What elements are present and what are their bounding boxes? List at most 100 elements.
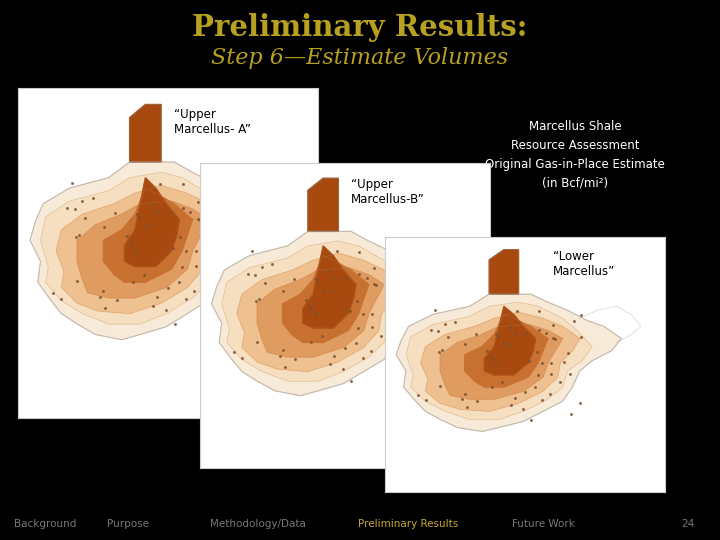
Point — [520, 329, 531, 338]
Point — [55, 294, 67, 303]
Polygon shape — [464, 314, 548, 387]
Point — [210, 261, 222, 270]
Point — [565, 410, 577, 419]
Point — [425, 326, 436, 334]
Point — [442, 333, 454, 342]
Point — [161, 306, 172, 315]
Polygon shape — [396, 294, 621, 431]
Point — [300, 295, 311, 304]
Point — [79, 213, 91, 222]
Point — [575, 398, 586, 407]
Point — [61, 204, 73, 213]
Point — [498, 339, 509, 348]
Point — [111, 295, 122, 304]
Point — [138, 271, 150, 280]
Point — [511, 307, 523, 315]
Polygon shape — [56, 186, 227, 314]
Point — [151, 292, 163, 301]
Point — [304, 301, 315, 310]
Point — [173, 278, 184, 287]
Point — [376, 332, 387, 341]
Point — [559, 357, 570, 366]
Point — [98, 287, 109, 295]
Point — [192, 197, 204, 206]
Point — [125, 238, 137, 247]
Point — [199, 272, 211, 280]
Point — [163, 208, 174, 217]
Text: Marcellus Shale
Resource Assessment
Original Gas-in-Place Estimate
(in Bcf/mi²): Marcellus Shale Resource Assessment Orig… — [485, 120, 665, 190]
Point — [562, 348, 574, 357]
Point — [472, 396, 483, 405]
Point — [181, 295, 192, 303]
Point — [536, 396, 548, 404]
Point — [449, 318, 460, 326]
Text: Background: Background — [14, 519, 76, 529]
Point — [351, 296, 363, 305]
Polygon shape — [303, 246, 356, 328]
Point — [533, 326, 544, 334]
Polygon shape — [125, 178, 179, 267]
Polygon shape — [282, 255, 369, 342]
Polygon shape — [104, 188, 192, 282]
Point — [246, 247, 258, 255]
Point — [324, 287, 336, 295]
Polygon shape — [237, 253, 402, 372]
Text: “Lower
Marcellus”: “Lower Marcellus” — [553, 249, 616, 278]
Point — [470, 329, 482, 338]
Point — [154, 179, 166, 188]
Point — [554, 377, 566, 386]
Point — [384, 297, 396, 306]
Point — [146, 200, 158, 208]
Point — [354, 270, 365, 279]
Point — [505, 401, 517, 410]
Point — [146, 222, 158, 231]
Point — [251, 337, 263, 346]
Point — [191, 247, 202, 255]
Point — [127, 278, 138, 286]
Point — [325, 360, 336, 369]
Point — [122, 232, 133, 240]
Point — [546, 359, 557, 368]
Point — [346, 377, 357, 386]
Point — [69, 205, 81, 213]
Point — [575, 310, 587, 319]
Point — [266, 260, 278, 269]
Point — [519, 388, 531, 396]
Point — [66, 179, 78, 187]
Point — [139, 221, 150, 230]
Point — [354, 247, 365, 256]
Polygon shape — [420, 312, 580, 411]
Text: Future Work: Future Work — [512, 519, 575, 529]
Point — [221, 298, 233, 307]
Point — [386, 323, 397, 332]
Point — [531, 348, 542, 356]
Point — [526, 415, 537, 424]
Point — [132, 246, 143, 254]
Point — [387, 371, 399, 380]
Polygon shape — [130, 105, 161, 162]
Point — [434, 382, 446, 390]
Point — [71, 277, 83, 286]
Point — [397, 357, 408, 366]
Text: Preliminary Results:: Preliminary Results: — [192, 14, 528, 43]
Point — [99, 304, 111, 313]
Point — [310, 308, 321, 317]
Point — [253, 294, 265, 303]
Point — [486, 382, 498, 391]
Point — [380, 308, 392, 316]
Point — [509, 394, 521, 402]
Point — [369, 264, 380, 272]
Point — [305, 304, 317, 313]
Point — [366, 323, 378, 332]
Point — [540, 329, 552, 338]
Point — [277, 346, 289, 355]
Point — [366, 309, 378, 318]
Point — [169, 320, 181, 329]
Point — [250, 296, 261, 305]
Point — [357, 354, 369, 362]
Point — [279, 362, 290, 371]
Polygon shape — [440, 325, 562, 399]
Point — [459, 340, 471, 349]
Text: “Upper
Marcellus-B”: “Upper Marcellus-B” — [351, 178, 425, 206]
Point — [546, 370, 557, 379]
